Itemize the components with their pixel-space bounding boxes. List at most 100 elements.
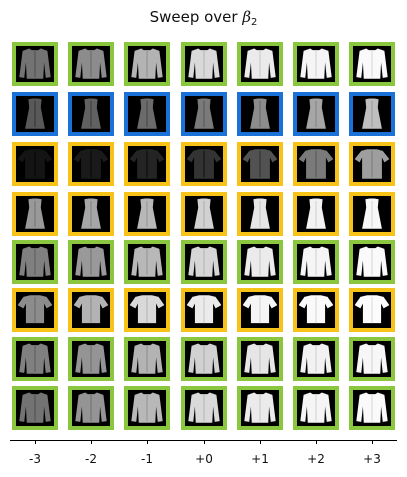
garment-image bbox=[354, 295, 390, 324]
garment-image bbox=[75, 48, 107, 79]
sweep-cell bbox=[293, 337, 339, 381]
sweep-cell bbox=[68, 192, 114, 236]
garment-image bbox=[129, 149, 165, 179]
garment-image bbox=[73, 149, 109, 179]
garment-image bbox=[75, 392, 107, 423]
sweep-cell bbox=[12, 337, 58, 381]
sweep-cell bbox=[124, 288, 170, 332]
garment-image bbox=[244, 246, 276, 277]
garment-image bbox=[250, 198, 270, 229]
garment-image bbox=[244, 48, 276, 79]
sweep-cell bbox=[181, 337, 227, 381]
sweep-cell bbox=[349, 92, 395, 136]
garment-image bbox=[137, 98, 157, 129]
sweep-cell bbox=[237, 386, 283, 430]
garment-image bbox=[188, 246, 220, 277]
sweep-cell bbox=[237, 192, 283, 236]
garment-image bbox=[356, 246, 388, 277]
x-tick-label: -1 bbox=[141, 452, 153, 466]
x-tick-label: +1 bbox=[251, 452, 269, 466]
sweep-cell bbox=[237, 337, 283, 381]
garment-image bbox=[131, 48, 163, 79]
x-tick-label: -2 bbox=[85, 452, 97, 466]
sweep-cell bbox=[349, 42, 395, 86]
sweep-cell bbox=[12, 142, 58, 186]
sweep-cell bbox=[12, 288, 58, 332]
garment-image bbox=[244, 392, 276, 423]
garment-image bbox=[362, 98, 382, 129]
chart-title: Sweep over β2 bbox=[0, 8, 407, 28]
sweep-cell bbox=[349, 288, 395, 332]
sweep-cell bbox=[181, 386, 227, 430]
sweep-cell bbox=[68, 42, 114, 86]
garment-image bbox=[300, 343, 332, 374]
garment-image bbox=[298, 149, 334, 179]
garment-image bbox=[19, 392, 51, 423]
sweep-cell bbox=[237, 288, 283, 332]
garment-image bbox=[17, 295, 53, 324]
x-tick-label: +3 bbox=[363, 452, 381, 466]
x-tick bbox=[315, 440, 317, 444]
sweep-cell bbox=[12, 192, 58, 236]
garment-image bbox=[242, 295, 278, 324]
sweep-cell bbox=[68, 142, 114, 186]
sweep-cell bbox=[293, 192, 339, 236]
garment-image bbox=[81, 198, 101, 229]
x-tick-label: +0 bbox=[195, 452, 213, 466]
sweep-cell bbox=[293, 42, 339, 86]
garment-image bbox=[356, 343, 388, 374]
garment-image bbox=[188, 343, 220, 374]
title-symbol: β bbox=[242, 8, 252, 26]
sweep-cell bbox=[124, 92, 170, 136]
sweep-cell bbox=[12, 386, 58, 430]
title-subscript: 2 bbox=[251, 17, 258, 28]
garment-image bbox=[362, 198, 382, 229]
garment-image bbox=[242, 149, 278, 179]
sweep-cell bbox=[181, 240, 227, 284]
sweep-cell bbox=[237, 42, 283, 86]
sweep-cell bbox=[12, 92, 58, 136]
garment-image bbox=[244, 343, 276, 374]
garment-image bbox=[306, 98, 326, 129]
title-text: Sweep over bbox=[149, 8, 243, 26]
garment-image bbox=[250, 98, 270, 129]
sweep-cell bbox=[181, 92, 227, 136]
garment-image bbox=[81, 98, 101, 129]
sweep-cell bbox=[293, 288, 339, 332]
garment-image bbox=[19, 343, 51, 374]
garment-image bbox=[17, 149, 53, 179]
sweep-cell bbox=[293, 240, 339, 284]
garment-image bbox=[188, 48, 220, 79]
garment-image bbox=[129, 295, 165, 324]
x-tick-label: -3 bbox=[29, 452, 41, 466]
sweep-cell bbox=[68, 92, 114, 136]
sweep-cell bbox=[349, 192, 395, 236]
x-tick-label: +2 bbox=[307, 452, 325, 466]
garment-image bbox=[298, 295, 334, 324]
garment-image bbox=[194, 198, 214, 229]
sweep-cell bbox=[124, 192, 170, 236]
x-tick bbox=[203, 440, 205, 444]
sweep-cell bbox=[68, 386, 114, 430]
sweep-cell bbox=[181, 42, 227, 86]
garment-image bbox=[186, 295, 222, 324]
x-tick bbox=[34, 440, 36, 444]
garment-image bbox=[19, 48, 51, 79]
sweep-cell bbox=[124, 386, 170, 430]
sweep-cell bbox=[124, 142, 170, 186]
sweep-cell bbox=[349, 240, 395, 284]
garment-image bbox=[25, 198, 45, 229]
sweep-cell bbox=[237, 240, 283, 284]
sweep-cell bbox=[237, 142, 283, 186]
sweep-cell bbox=[349, 337, 395, 381]
sweep-cell bbox=[124, 240, 170, 284]
garment-image bbox=[354, 149, 390, 179]
sweep-cell bbox=[12, 42, 58, 86]
garment-image bbox=[131, 246, 163, 277]
sweep-cell bbox=[293, 386, 339, 430]
x-tick bbox=[259, 440, 261, 444]
sweep-cell bbox=[12, 240, 58, 284]
garment-image bbox=[131, 392, 163, 423]
sweep-cell bbox=[237, 92, 283, 136]
